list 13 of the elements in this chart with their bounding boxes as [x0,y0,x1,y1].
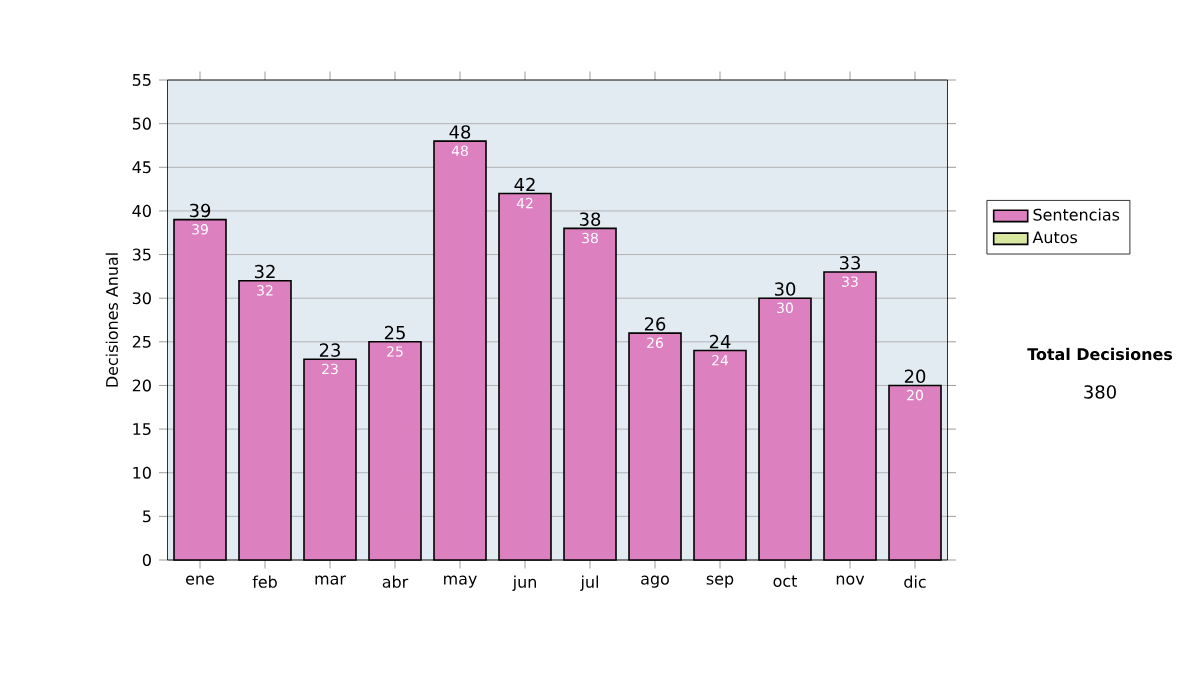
total-label: 23 [319,343,340,357]
total-label: 25 [384,325,405,340]
total-label: 20 [904,369,926,384]
total-label: 32 [254,264,275,279]
total-label: 39 [189,203,211,218]
total-label: 26 [644,317,666,331]
total-label: 42 [514,177,535,192]
total-label: 48 [449,125,471,139]
text: 380 [1084,385,1116,399]
total-label: 30 [774,282,796,296]
total-label: 38 [579,212,601,226]
total-label: 24 [709,334,731,349]
total-label: 33 [839,256,860,270]
